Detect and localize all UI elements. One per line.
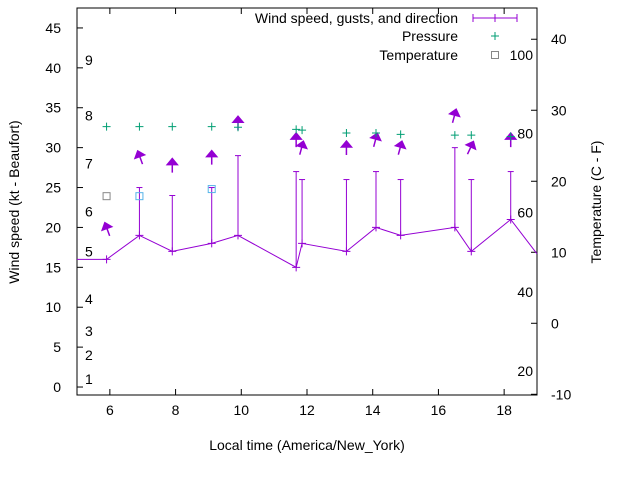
x-tick-label: 16	[431, 402, 447, 418]
pressure-point	[135, 122, 144, 131]
y2-tick-label: 30	[551, 102, 567, 118]
y-tick-label: 10	[45, 299, 61, 315]
temperature-point	[207, 185, 216, 194]
wind-speed-point	[168, 247, 177, 256]
wind-direction-arrow	[100, 221, 114, 237]
pressure-point	[292, 125, 301, 134]
y-tick-label: 0	[53, 379, 61, 395]
fahrenheit-label: 60	[517, 205, 533, 221]
pressure-point	[450, 131, 459, 140]
y-tick-label: 15	[45, 259, 61, 275]
legend-label: Pressure	[402, 28, 458, 44]
temperature-point	[102, 192, 111, 201]
beaufort-label: 3	[85, 323, 93, 339]
wind-speed-point	[292, 263, 301, 272]
y2-axis-label: Temperature (C - F)	[588, 141, 604, 264]
pressure-point	[207, 122, 216, 131]
wind-direction-arrow	[165, 157, 179, 173]
wind-speed-point	[207, 239, 216, 248]
beaufort-label: 1	[85, 371, 93, 387]
x-axis-label: Local time (America/New_York)	[209, 437, 405, 453]
fahrenheit-label: 80	[517, 126, 533, 142]
legend-wind-swatch	[472, 14, 518, 22]
x-tick-label: 10	[233, 402, 249, 418]
wind-direction-arrow	[339, 139, 354, 156]
wind-direction-arrow	[295, 140, 308, 155]
beaufort-label: 2	[85, 347, 93, 363]
y2-tick-label: 10	[551, 244, 567, 260]
pressure-point	[467, 131, 476, 140]
wind-speed-point	[298, 239, 307, 248]
y-tick-label: 30	[45, 140, 61, 156]
legend-label: Wind speed, gusts, and direction	[255, 10, 458, 26]
pressure-point	[102, 122, 111, 131]
wind-direction-arrow	[448, 108, 461, 124]
x-tick-label: 8	[172, 402, 180, 418]
wind-speed-point	[506, 215, 515, 224]
wind-speed-point	[450, 223, 459, 232]
wind-speed-point	[372, 223, 380, 232]
plot-frame	[76, 7, 538, 396]
legend-temperature-swatch	[491, 51, 499, 59]
beaufort-label: 6	[85, 203, 93, 219]
wind-speed-line	[77, 218, 538, 269]
y-tick-label: 45	[45, 20, 61, 36]
wind-speed-point	[234, 231, 242, 240]
beaufort-label: 8	[85, 108, 93, 124]
beaufort-label: 9	[85, 52, 93, 68]
pressure-point	[234, 123, 242, 132]
pressure-point	[372, 128, 380, 137]
wind-speed-point	[467, 247, 476, 256]
y-tick-label: 35	[45, 100, 61, 116]
legend-pressure-swatch	[491, 32, 499, 40]
pressure-point	[506, 132, 515, 141]
x-tick-label: 14	[365, 402, 381, 418]
y2-tick-label: 40	[551, 31, 567, 47]
wind-direction-arrow	[205, 149, 219, 165]
wind-speed-point	[396, 231, 405, 240]
beaufort-label: 4	[85, 291, 93, 307]
fahrenheit-label: 40	[517, 284, 533, 300]
y2-tick-label: 0	[551, 315, 559, 331]
legend-label: Temperature	[379, 47, 458, 63]
y-tick-label: 40	[45, 60, 61, 76]
wind-direction-arrow	[133, 149, 147, 165]
x-tick-label: 12	[299, 402, 315, 418]
y-tick-label: 5	[53, 339, 61, 355]
fahrenheit-label: 100	[510, 47, 534, 63]
beaufort-label: 5	[85, 243, 93, 259]
wind-speed-point	[135, 231, 144, 240]
fahrenheit-label: 20	[517, 363, 533, 379]
wind-speed-point	[342, 247, 351, 256]
y2-tick-label: -10	[551, 386, 571, 402]
wind-direction-arrow	[464, 140, 477, 155]
pressure-point	[396, 130, 405, 139]
pressure-point	[168, 122, 177, 131]
y2-tick-label: 20	[551, 173, 567, 189]
wind-speed-point	[102, 255, 111, 264]
wind-direction-arrow	[369, 132, 382, 147]
pressure-point	[298, 126, 307, 135]
beaufort-label: 7	[85, 156, 93, 172]
y-tick-label: 20	[45, 219, 61, 235]
wind-direction-arrow	[393, 140, 407, 155]
x-tick-label: 6	[106, 402, 114, 418]
temperature-point	[135, 192, 144, 201]
y-tick-label: 25	[45, 180, 61, 196]
x-tick-label: 18	[496, 402, 512, 418]
y-axis-label: Wind speed (kt - Beaufort)	[6, 120, 22, 283]
pressure-point	[342, 128, 351, 137]
